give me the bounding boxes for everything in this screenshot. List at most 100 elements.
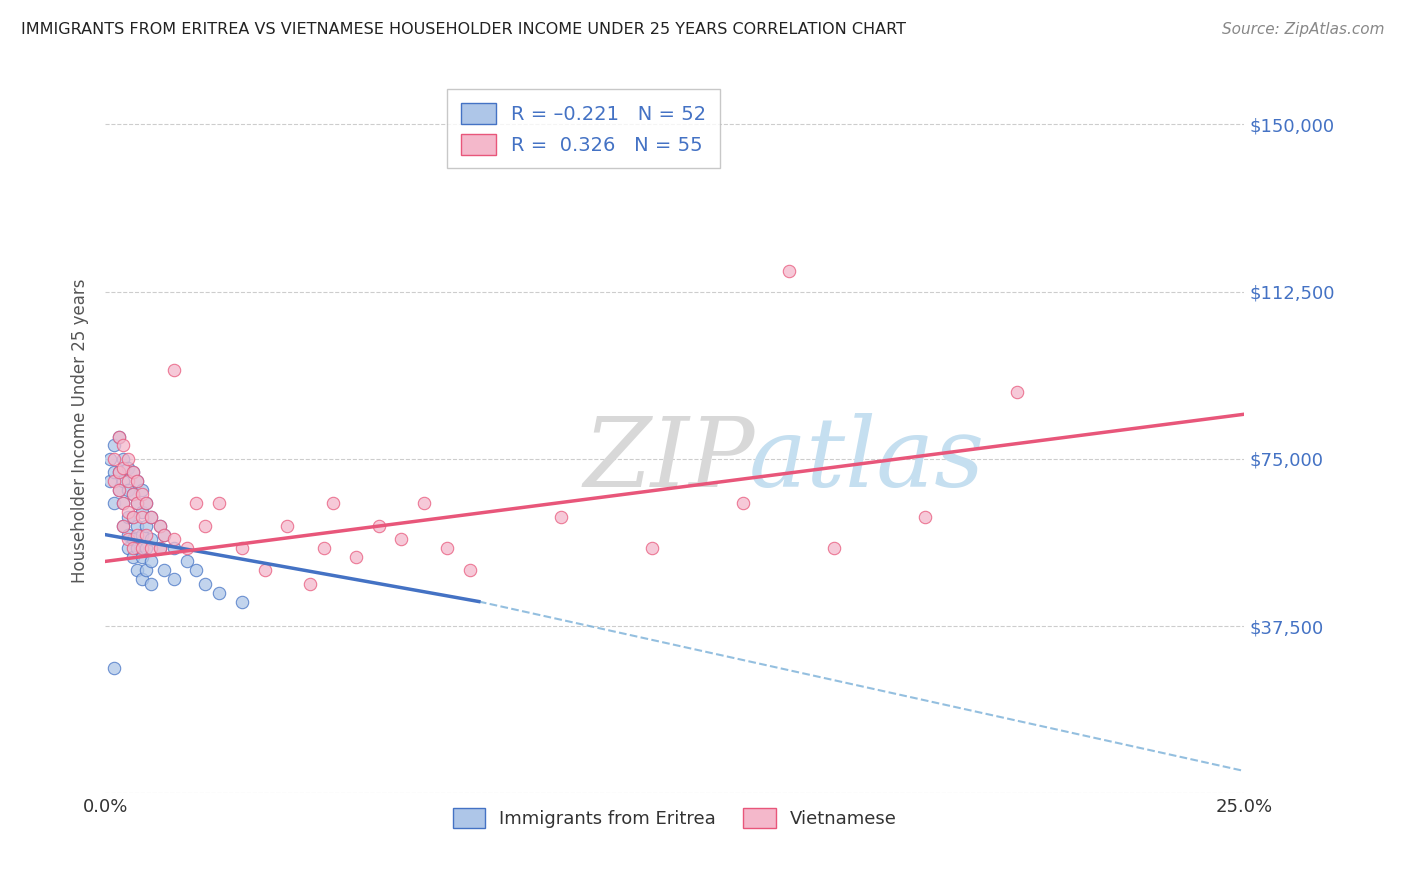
Point [458,563,481,577]
Point [108,483,131,497]
Point [194,576,217,591]
Point [131,541,153,555]
Point [112,460,135,475]
Point [117,474,139,488]
Point [117,483,139,497]
Point [139,509,162,524]
Point [149,541,172,555]
Point [322,496,344,510]
Point [127,496,149,510]
Point [117,541,139,555]
Point [149,518,172,533]
Point [121,549,143,564]
Point [139,576,162,591]
Point [117,451,139,466]
Point [176,554,198,568]
Point [153,527,176,541]
Point [162,541,184,555]
Point [127,563,149,577]
Point [131,509,153,524]
Point [121,465,143,479]
Point [121,487,143,501]
Point [131,483,153,497]
Point [231,594,253,608]
Point [127,496,149,510]
Point [389,532,412,546]
Point [127,541,149,555]
Point [103,661,125,675]
Point [108,429,131,443]
Point [208,585,231,599]
Point [112,451,135,466]
Point [1005,384,1028,399]
Point [108,465,131,479]
Point [112,474,135,488]
Point [312,541,335,555]
Point [103,451,125,466]
Text: IMMIGRANTS FROM ERITREA VS VIETNAMESE HOUSEHOLDER INCOME UNDER 25 YEARS CORRELAT: IMMIGRANTS FROM ERITREA VS VIETNAMESE HO… [21,22,905,37]
Point [103,465,125,479]
Point [135,518,157,533]
Point [127,474,149,488]
Point [823,541,845,555]
Point [139,554,162,568]
Point [131,572,153,586]
Point [139,509,162,524]
Point [641,541,664,555]
Point [194,518,217,533]
Point [186,563,208,577]
Point [121,487,143,501]
Point [131,487,153,501]
Point [117,527,139,541]
Point [108,465,131,479]
Point [162,362,184,376]
Point [121,532,143,546]
Point [914,509,936,524]
Point [135,496,157,510]
Point [135,563,157,577]
Point [112,496,135,510]
Point [98,474,121,488]
Point [135,496,157,510]
Point [139,541,162,555]
Point [127,518,149,533]
Point [176,541,198,555]
Point [108,483,131,497]
Point [253,563,276,577]
Point [121,509,143,524]
Point [117,509,139,524]
Point [367,518,389,533]
Legend: Immigrants from Eritrea, Vietnamese: Immigrants from Eritrea, Vietnamese [446,801,904,835]
Point [112,518,135,533]
Point [135,541,157,555]
Point [733,496,755,510]
Point [149,541,172,555]
Point [131,527,153,541]
Point [208,496,231,510]
Point [186,496,208,510]
Text: Source: ZipAtlas.com: Source: ZipAtlas.com [1222,22,1385,37]
Point [162,572,184,586]
Point [231,541,253,555]
Point [117,532,139,546]
Text: atlas: atlas [749,413,986,507]
Point [103,474,125,488]
Point [162,532,184,546]
Point [127,474,149,488]
Point [117,505,139,519]
Point [112,438,135,452]
Point [127,527,149,541]
Point [117,460,139,475]
Point [778,264,800,278]
Point [436,541,458,555]
Point [135,527,157,541]
Point [276,518,298,533]
Point [121,541,143,555]
Point [121,465,143,479]
Point [344,549,367,564]
Point [550,509,572,524]
Point [112,518,135,533]
Y-axis label: Householder Income Under 25 years: Householder Income Under 25 years [72,278,89,583]
Point [98,451,121,466]
Point [121,509,143,524]
